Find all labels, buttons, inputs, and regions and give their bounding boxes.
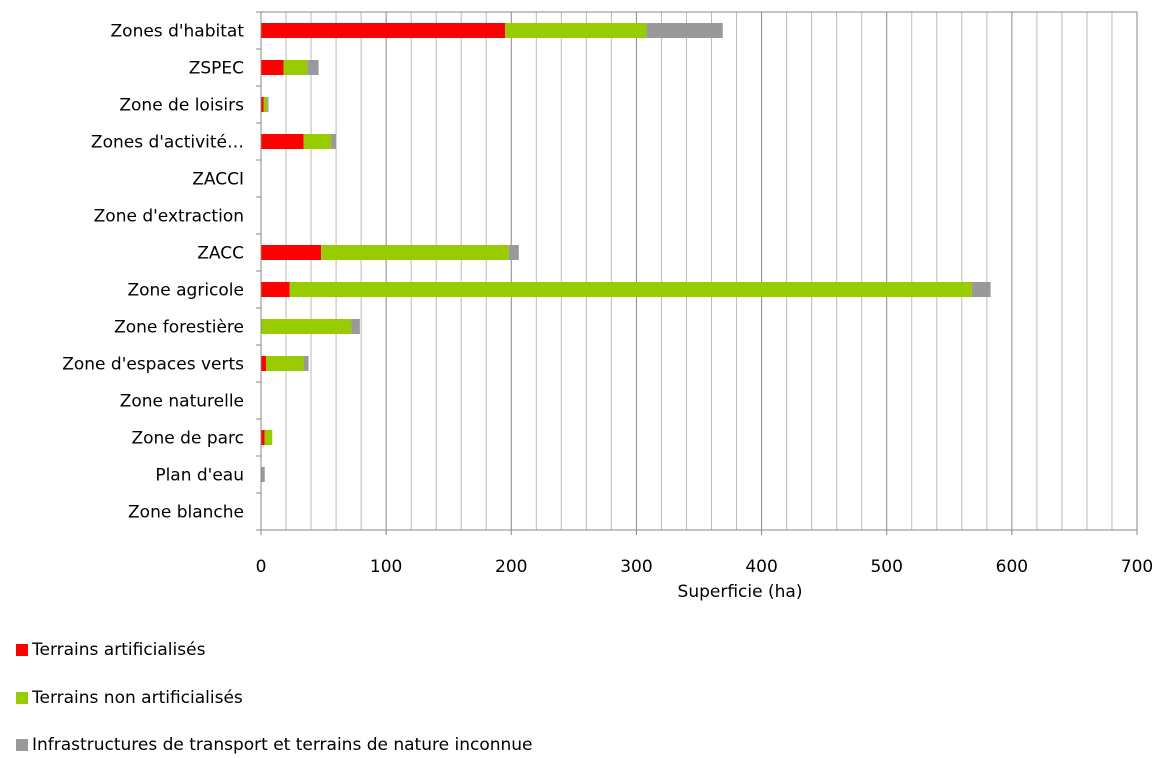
bar-segment xyxy=(351,319,360,334)
x-tick-label: 700 xyxy=(1121,557,1153,577)
bar-segment xyxy=(263,97,268,112)
legend-item-infrastructures: Infrastructures de transport et terrains… xyxy=(16,735,533,755)
bar-segment xyxy=(303,134,332,149)
category-label: Zone d'espaces verts xyxy=(62,355,244,375)
legend-item-artificialises: Terrains artificialisés xyxy=(16,640,205,660)
x-tick-label: 200 xyxy=(495,557,527,577)
category-label: ZSPEC xyxy=(189,59,244,79)
bar-segment xyxy=(261,430,265,445)
bar-segment xyxy=(307,60,319,75)
bar-series xyxy=(261,23,991,482)
category-label: ZACC xyxy=(197,244,244,264)
category-label: Plan d'eau xyxy=(155,466,244,486)
major-gridlines xyxy=(385,12,1138,530)
category-label: Zone de loisirs xyxy=(119,96,244,116)
x-tick-label: 100 xyxy=(370,557,402,577)
bar-segment xyxy=(264,430,273,445)
bar-segment xyxy=(266,356,304,371)
legend-label: Terrains non artificialisés xyxy=(32,688,243,708)
bar-segment xyxy=(261,282,290,297)
category-labels: Zones d'habitat ZSPEC Zone de loisirs Zones… xyxy=(62,22,244,523)
bar-segment xyxy=(261,134,304,149)
bar-segment xyxy=(261,97,264,112)
category-label: Zone naturelle xyxy=(120,392,244,412)
category-label: Zones d'activité… xyxy=(91,133,244,153)
category-label: Zone d'extraction xyxy=(94,207,244,227)
legend-swatch-grey xyxy=(16,739,28,751)
bar-segment xyxy=(261,60,284,75)
x-tick-label: 0 xyxy=(256,557,267,577)
x-tick-label: 600 xyxy=(996,557,1028,577)
bar-segment xyxy=(261,356,267,371)
bar-segment xyxy=(261,245,322,260)
legend-swatch-red xyxy=(16,644,28,656)
category-label: Zone blanche xyxy=(128,503,244,523)
axes xyxy=(256,11,1138,535)
x-tick-label: 400 xyxy=(745,557,777,577)
legend-label: Terrains artificialisés xyxy=(32,640,206,660)
category-label: ZACCI xyxy=(192,170,244,190)
bar-segment xyxy=(303,356,309,371)
bar-segment xyxy=(261,319,352,334)
legend-item-non-artificialises: Terrains non artificialisés xyxy=(16,688,243,708)
x-tick-labels: 0 100 200 300 400 500 600 700 xyxy=(256,557,1154,577)
plot-frame xyxy=(260,11,1138,531)
x-tick-label: 300 xyxy=(620,557,652,577)
stacked-bar-chart: Zones d'habitat ZSPEC Zone de loisirs Zones… xyxy=(62,11,1154,602)
bar-segment xyxy=(508,245,519,260)
bar-segment xyxy=(261,467,265,482)
x-tick-label: 500 xyxy=(870,557,902,577)
bar-segment xyxy=(646,23,723,38)
bar-segment xyxy=(321,245,509,260)
legend-swatch-green xyxy=(16,692,28,704)
category-label: Zone forestière xyxy=(114,318,244,338)
bar-segment xyxy=(505,23,647,38)
category-label: Zone de parc xyxy=(131,429,244,449)
bar-segment xyxy=(971,282,991,297)
bar-segment xyxy=(261,23,506,38)
bar-segment xyxy=(289,282,972,297)
x-axis-title: Superficie (ha) xyxy=(678,582,803,602)
legend-label: Infrastructures de transport et terrains… xyxy=(32,735,533,755)
bar-segment xyxy=(331,134,337,149)
minor-gridlines xyxy=(285,12,1113,530)
bar-segment xyxy=(283,60,308,75)
category-label: Zones d'habitat xyxy=(111,22,245,42)
category-label: Zone agricole xyxy=(127,281,244,301)
bar-segment xyxy=(267,97,269,112)
